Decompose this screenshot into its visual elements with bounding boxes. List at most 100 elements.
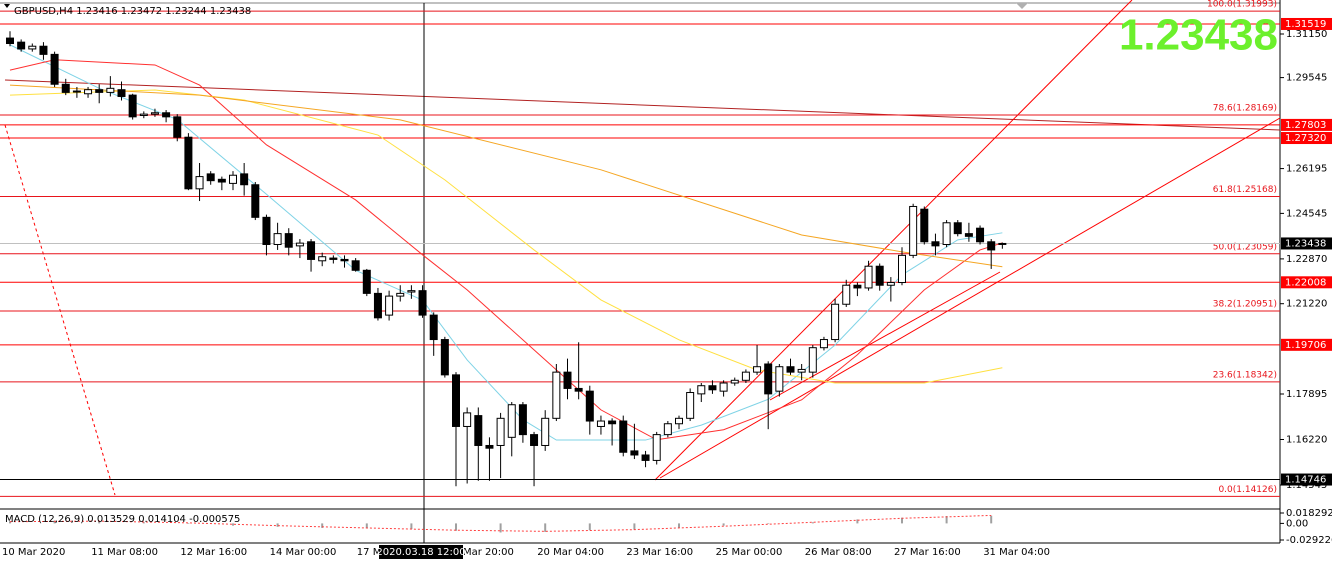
candle-body: [240, 173, 249, 186]
candle-body: [741, 371, 750, 381]
candle-body: [61, 83, 70, 93]
fib-label: 38.2(1.20951): [1213, 300, 1277, 310]
candle-body: [998, 242, 1007, 245]
candle-body: [931, 241, 940, 247]
x-tick-label: 27 Mar 16:00: [894, 547, 961, 558]
candle-body: [128, 94, 137, 118]
candle-body: [229, 174, 237, 184]
x-tick-label: 20 Mar 04:00: [537, 547, 604, 558]
crosshair-box: [379, 545, 463, 559]
trend-line: [654, 0, 1133, 481]
candle-body: [920, 208, 929, 243]
candle-body: [139, 113, 148, 116]
level-label: 1.31519: [1285, 19, 1326, 30]
level-box: [1281, 17, 1332, 30]
level-box: [1281, 118, 1332, 131]
candle-body: [719, 382, 728, 392]
y-tick-label: 1.17895: [1286, 389, 1327, 400]
trend-line: [4, 124, 116, 496]
candle-body: [541, 417, 550, 446]
candle-body: [898, 254, 906, 284]
candle-body: [429, 314, 438, 341]
candle-body: [362, 269, 371, 294]
candle-body: [853, 284, 862, 289]
candle-body: [28, 45, 37, 50]
fib-label: 100.0(1.31993): [1207, 0, 1277, 10]
crosshair-label: 2020.03.18 12:00: [376, 547, 465, 558]
candle-body: [641, 454, 650, 461]
y-tick-label: 0.018292: [1286, 508, 1332, 519]
candle-body: [407, 290, 416, 293]
candle-body: [775, 366, 784, 392]
candle-body: [730, 379, 739, 384]
candle-body: [396, 292, 405, 297]
x-tick-label: 17 M: [357, 547, 382, 558]
y-tick-label: 1.16220: [1286, 435, 1327, 446]
chart-title: GBPUSD,H4 1.23416 1.23472 1.23244 1.2343…: [14, 6, 251, 17]
candle-body: [875, 265, 884, 286]
candle-body: [786, 366, 795, 373]
x-tick-label: 12 Mar 16:00: [180, 547, 247, 558]
y-tick-label: -0.029226: [1286, 535, 1332, 546]
candle-body: [72, 90, 81, 93]
candle-body: [518, 404, 527, 436]
candle-body: [485, 444, 494, 449]
candle-body: [295, 242, 304, 247]
x-tick-label: 10 Mar 2020: [2, 547, 65, 558]
candle-body: [976, 227, 985, 243]
macd-title: MACD (12,26,9) 0.013529 0.014104 -0.0005…: [5, 514, 240, 525]
x-tick-label: 31 Mar 04:00: [983, 547, 1050, 558]
candle-body: [351, 260, 360, 271]
candle-body: [284, 233, 293, 248]
trend-line: [4, 79, 1281, 131]
candle-body: [440, 339, 449, 376]
candle-body: [942, 222, 951, 245]
level-label: 1.19706: [1285, 340, 1326, 351]
y-tick-label: 1.21220: [1286, 299, 1327, 310]
candle-body: [117, 89, 126, 97]
candle-body: [184, 136, 193, 190]
level-label: 1.27320: [1285, 133, 1326, 144]
candle-body: [552, 371, 561, 419]
candle-body: [307, 241, 316, 260]
candle-body: [842, 284, 851, 305]
candle-body: [563, 371, 572, 389]
fib-label: 50.0(1.23059): [1213, 242, 1277, 252]
level-label: 1.22008: [1285, 277, 1326, 288]
candle-body: [663, 423, 672, 436]
candle-body: [608, 420, 617, 425]
macd-signal: [9, 514, 992, 532]
x-tick-label: Mar 20:00: [463, 547, 514, 558]
level-box: [1281, 132, 1332, 145]
candle-body: [17, 41, 26, 50]
candle-body: [418, 290, 427, 316]
candle-body: [831, 303, 840, 341]
candle-body: [162, 112, 171, 118]
candle-body: [251, 184, 260, 218]
candle-body: [496, 417, 505, 446]
candle-body: [886, 282, 895, 286]
y-tick-label: 0.00: [1286, 518, 1308, 529]
candle-body: [797, 368, 806, 373]
candle-body: [697, 385, 706, 395]
indicator-line: [9, 44, 1003, 441]
candle-body: [318, 256, 327, 262]
candle-body: [463, 412, 472, 427]
candle-body: [262, 216, 271, 245]
candle-body: [964, 233, 973, 237]
level-box: [1281, 276, 1332, 289]
candle-body: [273, 233, 282, 245]
candle-body: [173, 116, 182, 138]
candle-body: [596, 420, 605, 427]
candle-body: [808, 347, 817, 373]
candle-body: [217, 178, 226, 183]
level-box: [1281, 338, 1332, 351]
candle-body: [864, 265, 873, 289]
candle-body: [675, 417, 683, 425]
candle-body: [530, 434, 539, 446]
candle-body: [819, 339, 828, 349]
x-tick-label: 26 Mar 08:00: [805, 547, 872, 558]
candle-body: [619, 420, 628, 453]
